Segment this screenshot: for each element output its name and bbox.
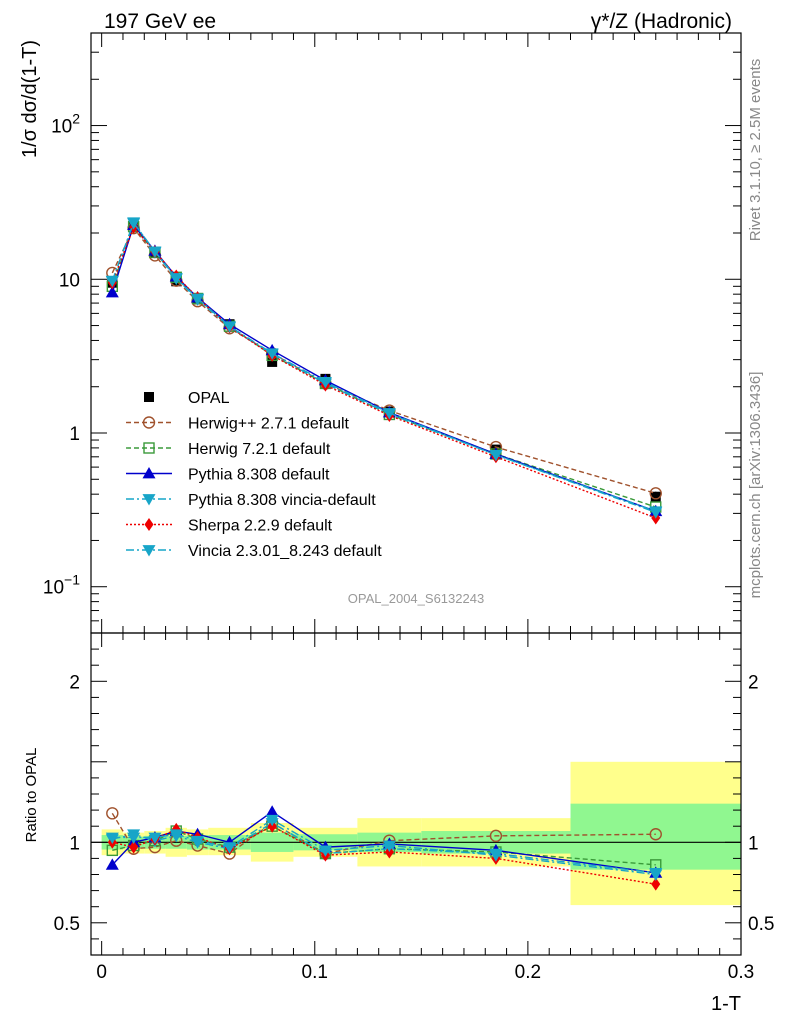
x-tick-label: 0 xyxy=(96,962,107,983)
opal-data-point xyxy=(650,491,661,502)
y-tick-label: 10−1 xyxy=(43,572,80,599)
vincia-2-3-01-8-243-default-point xyxy=(489,450,503,462)
legend-opal-label: OPAL xyxy=(188,390,230,407)
vincia-2-3-01-8-243-default-ratio-point xyxy=(169,829,183,841)
vincia-2-3-01-8-243-default-point xyxy=(382,408,396,420)
vincia-2-3-01-8-243-default-ratio-point xyxy=(148,832,162,844)
legend-marker xyxy=(142,467,156,479)
herwig-7-2-1-default-line xyxy=(111,225,656,508)
ratio-y-tick-label-right: 0.5 xyxy=(748,914,774,935)
legend-label: Pythia 8.308 default xyxy=(188,467,330,484)
y-tick-label: 102 xyxy=(51,111,80,138)
vincia-2-3-01-8-243-default-point xyxy=(318,377,332,389)
vincia-2-3-01-8-243-default-ratio-point xyxy=(382,840,396,853)
legend-marker xyxy=(143,442,155,454)
axis-ticks: 0 0.1 0.2 0.3 10−1 1 10 102 0.5 0.5 1 1 2 2 xyxy=(43,32,774,983)
vincia-2-3-01-8-243-default-ratio-point xyxy=(649,869,663,881)
vincia-2-3-01-8-243-default-ratio-point xyxy=(191,835,205,848)
vincia-2-3-01-8-243-default-point xyxy=(191,293,205,305)
legend-opal-marker xyxy=(144,392,154,402)
legend-label: Vincia 2.3.01_8.243 default xyxy=(188,543,382,560)
ratio-y-tick-label: 2 xyxy=(69,672,80,693)
stat-uncertainty-band xyxy=(570,803,741,870)
pythia-8-308-default-point xyxy=(105,286,119,298)
vincia-2-3-01-8-243-default-point xyxy=(148,246,162,258)
legend-label: Herwig++ 2.7.1 default xyxy=(188,416,350,433)
legend-label: Sherpa 2.2.9 default xyxy=(188,518,333,535)
mcplots-label: mcplots.cern.ch [arXiv:1306.3436] xyxy=(747,372,764,599)
sherpa-2-2-9-default-ratio-point xyxy=(651,877,661,891)
ratio-y-tick-label: 1 xyxy=(69,833,80,854)
vincia-2-3-01-8-243-default-point xyxy=(169,273,183,285)
rivet-version-label: Rivet 3.1.10, ≥ 2.5M events xyxy=(747,59,764,242)
ratio-y-tick-label-right: 1 xyxy=(748,833,759,854)
x-tick-label: 0.3 xyxy=(728,962,754,983)
series-layer xyxy=(105,217,663,891)
legend-marker xyxy=(142,494,156,506)
ratio-y-tick-label: 0.5 xyxy=(54,914,80,935)
legend-marker xyxy=(144,518,154,531)
herwig-2-7-1-default-ratio-point xyxy=(489,829,503,843)
vincia-2-3-01-8-243-default-line xyxy=(111,221,656,513)
vincia-2-3-01-8-243-default-ratio-point xyxy=(489,850,503,862)
legend-marker xyxy=(142,416,156,429)
x-tick-label: 0.1 xyxy=(302,962,328,983)
header-left-title: 197 GeV ee xyxy=(104,10,216,33)
main-y-axis-label: 1/σ dσ/d(1-T) xyxy=(19,40,41,158)
herwig-2-7-1-default-point xyxy=(649,487,662,500)
herwig-2-7-1-default-ratio-point xyxy=(106,807,119,820)
y-tick-label: 1 xyxy=(69,424,80,445)
vincia-2-3-01-8-243-default-ratio-point xyxy=(318,845,332,857)
vincia-2-3-01-8-243-default-ratio-point xyxy=(105,832,119,844)
vincia-2-3-01-8-243-default-ratio-point xyxy=(127,832,141,844)
legend: OPAL Herwig++ 2.7.1 default Herwig 7.2.1 d… xyxy=(126,390,382,560)
pythia-8-308-default-ratio-point xyxy=(265,805,279,817)
sherpa-2-2-9-default-ratio-point xyxy=(129,840,139,854)
x-tick-label: 0.2 xyxy=(515,962,541,983)
x-axis-label: 1-T xyxy=(711,993,741,1015)
analysis-id-label: OPAL_2004_S6132243 xyxy=(348,591,484,606)
vincia-2-3-01-8-243-default-ratio-point xyxy=(265,814,279,827)
ratio-y-tick-label-right: 2 xyxy=(748,672,759,693)
vincia-2-3-01-8-243-default-point xyxy=(649,507,663,519)
pythia-8-308-vincia-default-ratio-line xyxy=(112,822,656,874)
ratio-y-axis-label: Ratio to OPAL xyxy=(23,748,40,843)
header-right-title: γ*/Z (Hadronic) xyxy=(591,10,732,33)
vincia-2-3-01-8-243-default-ratio-point xyxy=(223,842,237,854)
pythia-8-308-default-ratio-point xyxy=(105,858,119,870)
legend-label: Herwig 7.2.1 default xyxy=(188,441,331,458)
legend-marker xyxy=(142,545,156,557)
herwig-2-7-1-default-ratio-point xyxy=(649,828,662,841)
vincia-2-3-01-8-243-default-point xyxy=(265,348,279,360)
legend-label: Pythia 8.308 vincia-default xyxy=(188,492,376,509)
opal-data-point xyxy=(267,356,278,367)
vincia-2-3-01-8-243-default-point xyxy=(105,275,119,288)
y-tick-label: 10 xyxy=(59,270,80,291)
vincia-2-3-01-8-243-default-point xyxy=(127,218,141,230)
vincia-2-3-01-8-243-default-point xyxy=(223,321,237,333)
